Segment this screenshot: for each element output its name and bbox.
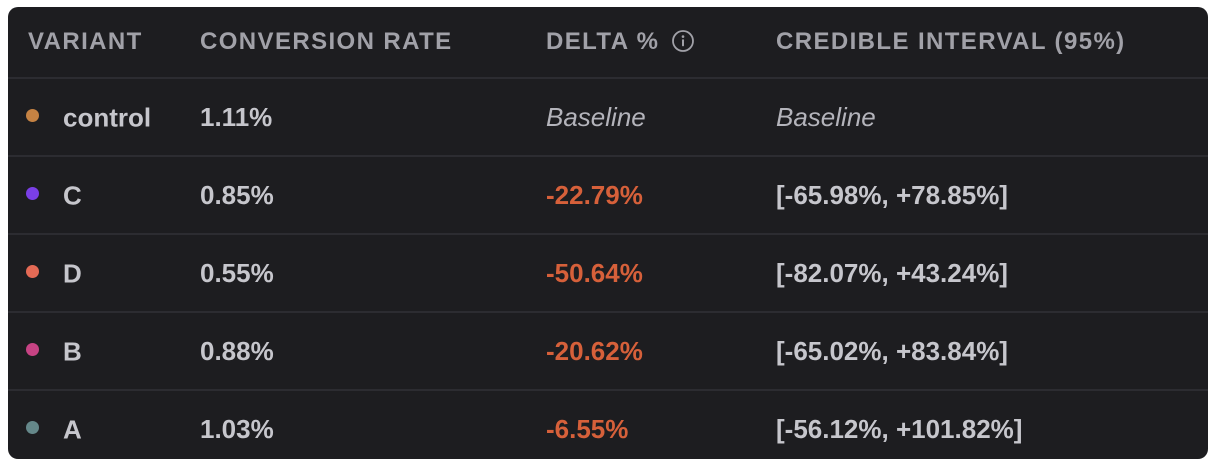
credible-interval-cell: Baseline bbox=[776, 77, 1208, 156]
variant-cell: A bbox=[8, 389, 200, 459]
header-delta: DELTA % bbox=[546, 7, 776, 78]
credible-interval-cell: [-82.07%, +43.24%] bbox=[776, 233, 1208, 312]
variant-name: control bbox=[63, 102, 152, 133]
credible-interval-cell: [-56.12%, +101.82%] bbox=[776, 389, 1208, 459]
results-table: VARIANT CONVERSION RATE DELTA % CREDIBLE… bbox=[8, 7, 1208, 459]
variant-color-dot bbox=[26, 109, 39, 123]
delta-cell: -20.62% bbox=[546, 311, 776, 390]
variant-name: C bbox=[63, 180, 82, 211]
variant-cell: C bbox=[8, 155, 200, 234]
delta-cell: -22.79% bbox=[546, 155, 776, 234]
credible-interval-cell: [-65.02%, +83.84%] bbox=[776, 311, 1208, 390]
table-row: A 1.03% -6.55% [-56.12%, +101.82%] bbox=[8, 389, 1208, 459]
credible-interval-cell: [-65.98%, +78.85%] bbox=[776, 155, 1208, 234]
results-table-panel: VARIANT CONVERSION RATE DELTA % CREDIBLE… bbox=[8, 7, 1208, 459]
table-row: control 1.11% Baseline Baseline bbox=[8, 77, 1208, 156]
table-row: B 0.88% -20.62% [-65.02%, +83.84%] bbox=[8, 311, 1208, 390]
delta-cell: -6.55% bbox=[546, 389, 776, 459]
variant-cell: control bbox=[8, 77, 200, 156]
variant-name: B bbox=[63, 336, 82, 367]
variant-name: D bbox=[63, 258, 82, 289]
conversion-rate-cell: 1.03% bbox=[200, 389, 546, 459]
info-icon[interactable] bbox=[671, 29, 695, 53]
variant-color-dot bbox=[26, 187, 39, 201]
delta-cell: -50.64% bbox=[546, 233, 776, 312]
table-row: C 0.85% -22.79% [-65.98%, +78.85%] bbox=[8, 155, 1208, 234]
variant-color-dot bbox=[26, 343, 39, 357]
table-header-row: VARIANT CONVERSION RATE DELTA % CREDIBLE… bbox=[8, 7, 1208, 78]
conversion-rate-cell: 0.55% bbox=[200, 233, 546, 312]
header-variant: VARIANT bbox=[28, 28, 143, 55]
header-conversion-rate: CONVERSION RATE bbox=[200, 28, 453, 55]
conversion-rate-cell: 0.85% bbox=[200, 155, 546, 234]
header-credible-interval: CREDIBLE INTERVAL (95%) bbox=[776, 28, 1126, 55]
header-delta-label: DELTA % bbox=[546, 28, 660, 55]
variant-name: A bbox=[63, 414, 82, 445]
variant-color-dot bbox=[26, 265, 39, 279]
table-row: D 0.55% -50.64% [-82.07%, +43.24%] bbox=[8, 233, 1208, 312]
variant-color-dot bbox=[26, 421, 39, 435]
conversion-rate-cell: 0.88% bbox=[200, 311, 546, 390]
variant-cell: B bbox=[8, 311, 200, 390]
variant-cell: D bbox=[8, 233, 200, 312]
delta-cell: Baseline bbox=[546, 77, 776, 156]
conversion-rate-cell: 1.11% bbox=[200, 77, 546, 156]
